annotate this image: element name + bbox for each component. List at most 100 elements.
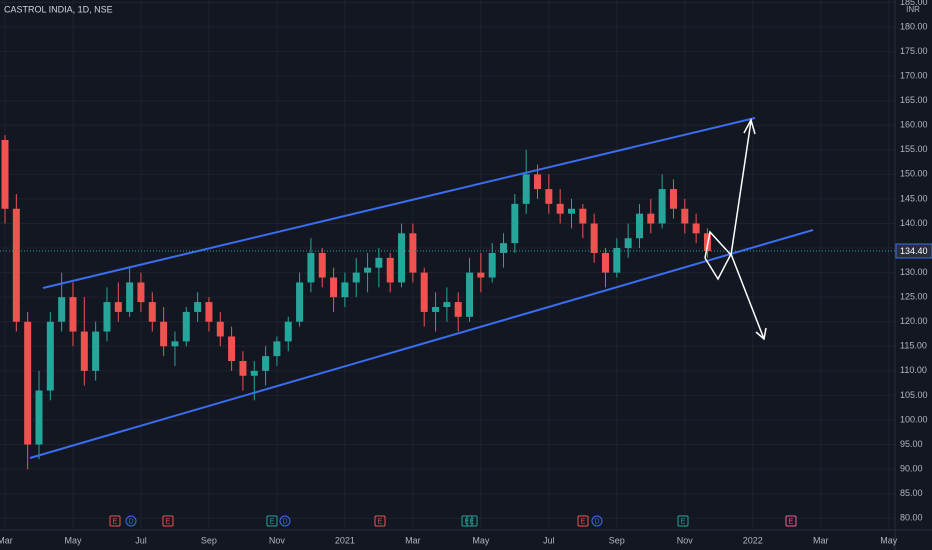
candle-body bbox=[12, 208, 20, 322]
candle-body bbox=[228, 336, 236, 362]
y-tick-label: 80.00 bbox=[900, 513, 923, 523]
candle-body bbox=[160, 321, 168, 347]
event-label: D bbox=[594, 518, 599, 525]
candle-body bbox=[534, 174, 542, 190]
candle-body bbox=[239, 361, 247, 376]
y-tick-label: 180.00 bbox=[900, 21, 928, 31]
event-badge bbox=[591, 515, 603, 527]
candle-body bbox=[432, 306, 440, 312]
y-tick-label: 150.00 bbox=[900, 169, 928, 179]
candle-body bbox=[137, 282, 145, 303]
x-tick-label: Sep bbox=[201, 535, 217, 545]
upper-trend-line bbox=[42, 117, 756, 289]
x-tick-label: Sep bbox=[609, 535, 625, 545]
x-tick-label: Mar bbox=[813, 535, 829, 545]
candle-body bbox=[601, 252, 609, 273]
y-tick-label: 115.00 bbox=[900, 341, 927, 351]
candle-body bbox=[466, 272, 474, 317]
x-tick-label: Mar bbox=[405, 535, 421, 545]
candle-body bbox=[58, 297, 66, 322]
candle-body bbox=[488, 252, 496, 278]
y-tick-label: 165.00 bbox=[900, 95, 928, 105]
candle-body bbox=[194, 302, 202, 312]
y-tick-label: 105.00 bbox=[900, 390, 928, 400]
candle-body bbox=[590, 223, 598, 253]
x-tick-label: Jul bbox=[543, 535, 555, 545]
candle-body bbox=[692, 223, 700, 234]
y-tick-label: 95.00 bbox=[900, 439, 923, 449]
candle-body bbox=[46, 321, 54, 391]
drawings bbox=[29, 117, 814, 459]
candle-body bbox=[171, 341, 179, 347]
lower-trend-line bbox=[29, 229, 814, 459]
event-badge bbox=[125, 515, 137, 527]
candle-body bbox=[273, 341, 281, 357]
event-label: E bbox=[789, 518, 794, 525]
candle-body bbox=[35, 390, 43, 445]
x-tick-label: Nov bbox=[677, 535, 694, 545]
candle-body bbox=[182, 311, 190, 342]
candle-body bbox=[386, 257, 394, 283]
x-tick-label: Nov bbox=[269, 535, 286, 545]
candle-body bbox=[69, 297, 77, 332]
candle-body bbox=[522, 174, 530, 204]
event-label: E bbox=[470, 518, 475, 525]
x-tick-label: Jul bbox=[135, 535, 147, 545]
bear-arrow bbox=[704, 252, 765, 340]
event-label: D bbox=[282, 518, 287, 525]
chart-title: CASTROL INDIA, 1D, NSE bbox=[4, 4, 113, 14]
event-label: E bbox=[166, 518, 171, 525]
y-tick-label: 100.00 bbox=[900, 414, 928, 424]
x-tick-label: May bbox=[472, 535, 490, 545]
y-tick-label: 155.00 bbox=[900, 144, 928, 154]
candle-body bbox=[545, 189, 553, 204]
candle-body bbox=[647, 213, 655, 224]
candle-body bbox=[375, 257, 383, 268]
x-tick-label: Mar bbox=[0, 535, 13, 545]
event-badge bbox=[677, 515, 689, 527]
candle-body bbox=[114, 302, 122, 312]
last-price-label: 134.40 bbox=[900, 246, 928, 256]
event-label: E bbox=[681, 518, 686, 525]
event-badge bbox=[279, 515, 291, 527]
candle-body bbox=[568, 208, 575, 214]
candle-body bbox=[318, 252, 326, 278]
candle-body bbox=[24, 321, 32, 445]
event-badge bbox=[577, 515, 589, 527]
currency-label: INR bbox=[906, 5, 920, 14]
candle-body bbox=[409, 233, 417, 273]
candle-body bbox=[398, 233, 406, 283]
candle-body bbox=[92, 331, 100, 371]
x-tick-label: 2022 bbox=[743, 535, 763, 545]
candle-body bbox=[148, 302, 156, 322]
x-tick-label: May bbox=[880, 535, 898, 545]
event-badge bbox=[266, 515, 278, 527]
event-badge bbox=[109, 515, 121, 527]
event-label: D bbox=[128, 518, 133, 525]
candle-body bbox=[511, 203, 519, 244]
y-tick-label: 175.00 bbox=[900, 46, 928, 56]
event-badge bbox=[162, 515, 174, 527]
x-tick-label: May bbox=[64, 535, 82, 545]
event-badge bbox=[785, 515, 797, 527]
candle-body bbox=[669, 189, 677, 209]
candle-body bbox=[556, 203, 564, 214]
event-label: E bbox=[270, 518, 275, 525]
candle-body bbox=[579, 208, 587, 224]
candle-body bbox=[624, 238, 632, 249]
candle-body bbox=[1, 139, 9, 209]
event-label: E bbox=[113, 518, 118, 525]
y-tick-label: 130.00 bbox=[900, 267, 928, 277]
candle-body bbox=[216, 321, 224, 337]
candle-body bbox=[307, 252, 315, 283]
y-tick-label: 185.00 bbox=[900, 0, 928, 7]
event-label: E bbox=[581, 518, 586, 525]
x-tick-label: 2021 bbox=[335, 535, 355, 545]
candle-body bbox=[420, 272, 428, 312]
candle-body bbox=[477, 272, 485, 278]
event-badge bbox=[374, 515, 386, 527]
candle-body bbox=[635, 213, 643, 239]
